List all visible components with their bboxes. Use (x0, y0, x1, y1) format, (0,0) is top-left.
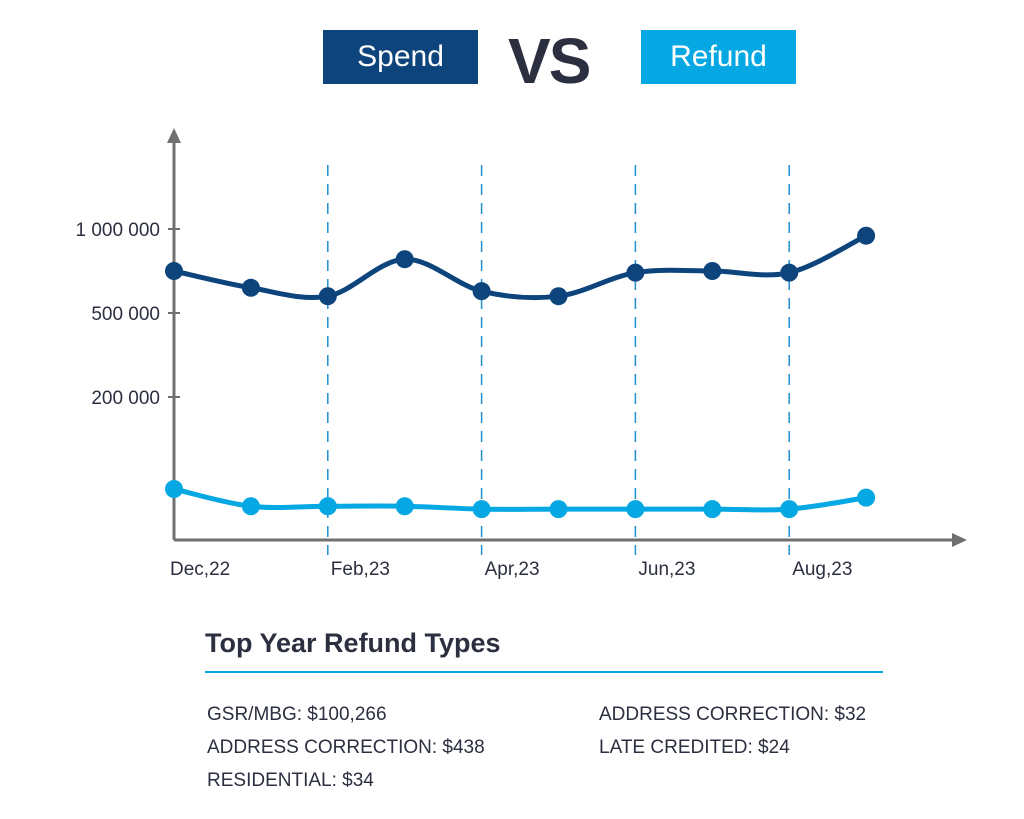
refund-item: ADDRESS CORRECTION: $32 (599, 704, 867, 725)
refund-point (626, 500, 645, 519)
spend-point (703, 262, 722, 280)
refund-point (780, 500, 799, 519)
spend-series (165, 226, 876, 306)
x-axis-arrow (952, 533, 967, 547)
panel-title: Top Year Refund Types (205, 628, 501, 658)
vs-label: VS (508, 25, 591, 97)
x-tick-label: Apr,23 (485, 559, 540, 580)
refund-item: RESIDENTIAL: $34 (207, 770, 374, 791)
x-tick-label: Dec,22 (170, 559, 230, 580)
line-chart: 1 000 000 500 000 200 000 Dec,22 Feb,23 Apr,… (75, 128, 967, 580)
x-tick-labels: Dec,22 Feb,23 Apr,23 Jun,23 Aug,23 (170, 559, 852, 580)
refund-list-left: GSR/MBG: $100,266 ADDRESS CORRECTION: $4… (207, 698, 485, 797)
y-tick-label: 1 000 000 (75, 220, 160, 241)
y-axis-arrow (167, 128, 181, 143)
y-tick-label: 200 000 (91, 388, 160, 409)
spend-point (780, 263, 799, 282)
spend-point (241, 278, 260, 297)
panel-divider (205, 671, 883, 673)
refund-legend-label: Refund (670, 40, 767, 73)
refund-item: GSR/MBG: $100,266 (207, 704, 387, 725)
refund-series (165, 480, 876, 519)
grid-lines (327, 165, 790, 555)
axes (167, 128, 967, 547)
refund-point (318, 497, 337, 516)
refund-point (703, 500, 722, 519)
refund-point (165, 480, 183, 498)
spend-point (549, 287, 568, 306)
spend-legend-label: Spend (357, 40, 444, 73)
refund-line (171, 486, 869, 513)
refund-point (549, 500, 568, 519)
y-tick-labels: 1 000 000 500 000 200 000 (75, 220, 180, 409)
spend-point (472, 282, 491, 301)
spend-legend-badge: Spend (323, 30, 478, 84)
refund-list-right: ADDRESS CORRECTION: $32 LATE CREDITED: $… (599, 698, 866, 764)
refund-point (395, 497, 414, 516)
refund-point (472, 500, 491, 519)
series (165, 226, 876, 519)
spend-point (626, 263, 645, 282)
x-tick-label: Jun,23 (638, 559, 695, 580)
refund-legend-badge: Refund (641, 30, 796, 84)
x-tick-label: Feb,23 (331, 559, 390, 580)
refund-point (241, 497, 260, 516)
spend-point (165, 262, 183, 280)
spend-point (857, 226, 876, 245)
spend-line (171, 233, 869, 301)
x-tick-label: Aug,23 (792, 559, 852, 580)
spend-point (318, 287, 337, 306)
refund-point (857, 488, 876, 507)
refund-item: ADDRESS CORRECTION: $438 (207, 737, 485, 758)
spend-point (395, 250, 414, 269)
legend: Spend VS Refund (0, 25, 1024, 97)
y-tick-label: 500 000 (91, 304, 160, 325)
refund-item: LATE CREDITED: $24 (599, 737, 790, 758)
refund-types-panel: Top Year Refund Types GSR/MBG: $100,266 … (205, 620, 885, 791)
